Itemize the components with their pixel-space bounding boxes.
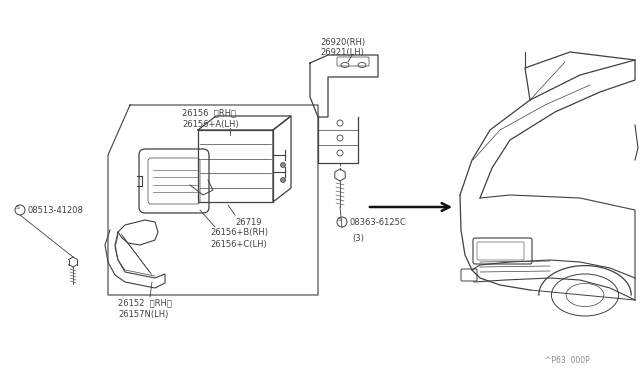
Text: 26156+A(LH): 26156+A(LH) bbox=[182, 120, 239, 129]
Text: 08363-6125C: 08363-6125C bbox=[349, 218, 406, 227]
Circle shape bbox=[280, 163, 285, 167]
Text: 08513-41208: 08513-41208 bbox=[27, 205, 83, 215]
Text: 26921(LH): 26921(LH) bbox=[320, 48, 364, 57]
Circle shape bbox=[280, 177, 285, 183]
Bar bbox=[198, 130, 273, 202]
Text: 26156  〈RH〉: 26156 〈RH〉 bbox=[182, 108, 236, 117]
Text: S: S bbox=[16, 205, 20, 209]
Text: ^P63  000P: ^P63 000P bbox=[545, 356, 589, 365]
Text: (3): (3) bbox=[352, 234, 364, 243]
Text: 26719: 26719 bbox=[235, 218, 262, 227]
Text: 26156+B(RH): 26156+B(RH) bbox=[210, 228, 268, 237]
Text: 26152  〈RH〉: 26152 〈RH〉 bbox=[118, 298, 172, 307]
Text: 26156+C(LH): 26156+C(LH) bbox=[210, 240, 267, 249]
Text: S: S bbox=[338, 217, 342, 221]
Text: 26157N(LH): 26157N(LH) bbox=[118, 310, 168, 319]
Text: 26920(RH): 26920(RH) bbox=[320, 38, 365, 47]
